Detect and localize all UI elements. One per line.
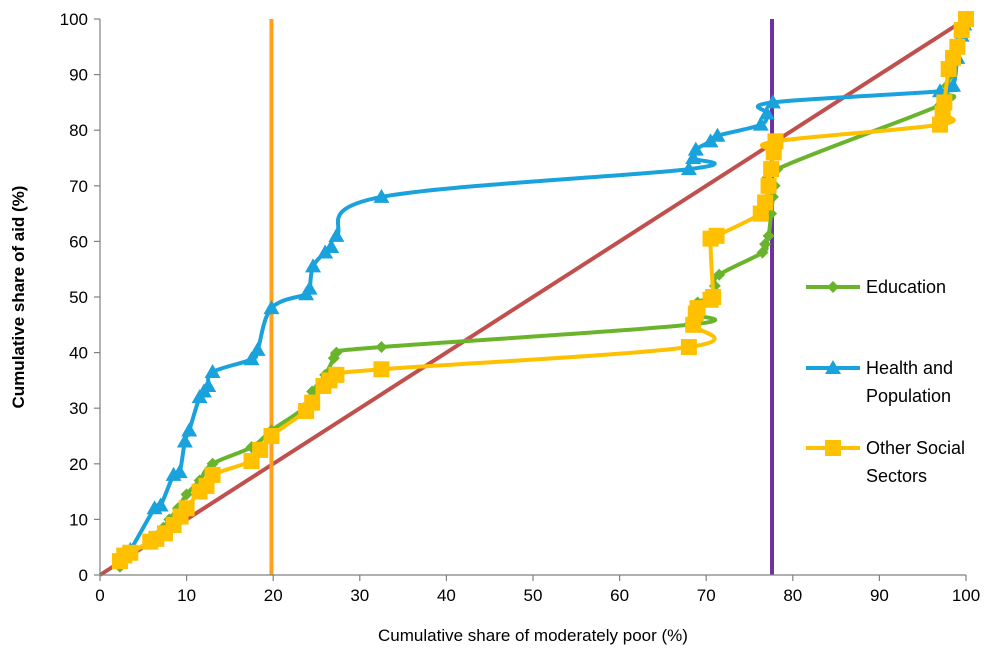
data-point-other-social-sectors: [263, 428, 280, 444]
legend-label: Health and: [866, 358, 953, 378]
data-point-other-social-sectors: [767, 133, 784, 150]
y-tick-label: 10: [69, 510, 88, 529]
data-point-health-and-population: [305, 258, 322, 273]
y-tick-label: 90: [69, 66, 88, 85]
data-point-health-and-population: [373, 188, 390, 203]
data-point-education: [713, 268, 726, 281]
data-point-education: [762, 229, 775, 242]
legend-swatch-marker: [827, 281, 839, 293]
data-point-other-social-sectors: [252, 441, 269, 458]
y-tick-label: 20: [69, 455, 88, 474]
data-point-health-and-population: [764, 94, 781, 109]
reference-lines: [98, 17, 968, 577]
y-tick-label: 40: [69, 344, 88, 363]
y-tick-label: 30: [69, 399, 88, 418]
data-point-other-social-sectors: [122, 544, 139, 561]
data-point-health-and-population: [323, 238, 340, 253]
x-tick-label: 40: [437, 586, 456, 605]
data-point-other-social-sectors: [689, 300, 706, 317]
data-point-health-and-population: [176, 433, 193, 448]
data-point-health-and-population: [243, 351, 260, 366]
data-point-other-social-sectors: [373, 361, 390, 378]
data-point-health-and-population: [249, 341, 266, 356]
x-axis-title: Cumulative share of moderately poor (%): [378, 626, 688, 645]
x-tick-label: 20: [264, 586, 283, 605]
legend-label: Education: [866, 277, 946, 297]
axes: 0 10 20 30 40 50 60 70 80 90 100 0 10 20 30 40 50 60 70 80 9…: [60, 10, 981, 605]
legend-label: Other Social: [866, 438, 965, 458]
legend-swatch-marker: [825, 440, 841, 456]
x-tick-label: 80: [783, 586, 802, 605]
legend-label: Population: [866, 386, 951, 406]
x-tick-label: 90: [870, 586, 889, 605]
legend-item-other-social-sectors: Other Social Sectors: [806, 438, 965, 486]
y-tick-label: 100: [60, 10, 88, 29]
y-axis-title: Cumulative share of aid (%): [9, 186, 28, 409]
data-point-other-social-sectors: [204, 466, 221, 483]
data-point-health-and-population: [181, 422, 198, 437]
data-point-health-and-population: [685, 150, 702, 164]
legend-item-health-and-population: Health and Population: [806, 358, 953, 406]
x-tick-label: 60: [610, 586, 629, 605]
data-point-health-and-population: [945, 77, 962, 92]
x-tick-label: 30: [350, 586, 369, 605]
data-point-health-and-population: [301, 280, 318, 295]
x-tick-label: 50: [524, 586, 543, 605]
data-point-other-social-sectors: [936, 94, 953, 111]
x-tick-label: 0: [95, 586, 104, 605]
data-point-other-social-sectors: [328, 366, 345, 383]
data-point-other-social-sectors: [763, 161, 780, 178]
data-point-other-social-sectors: [304, 394, 321, 411]
data-point-health-and-population: [752, 116, 769, 131]
data-point-other-social-sectors: [680, 339, 697, 356]
data-point-other-social-sectors: [708, 227, 725, 244]
data-point-other-social-sectors: [178, 500, 195, 517]
data-point-health-and-population: [687, 141, 704, 156]
x-tick-label: 100: [952, 586, 980, 605]
series-other-social-sectors: [111, 11, 974, 570]
y-tick-label: 70: [69, 177, 88, 196]
y-tick-label: 60: [69, 232, 88, 251]
data-point-other-social-sectors: [958, 11, 974, 27]
data-point-education: [180, 488, 193, 501]
y-tick-label: 50: [69, 288, 88, 307]
data-point-other-social-sectors: [705, 289, 722, 305]
data-point-health-and-population: [152, 497, 169, 512]
data-point-other-social-sectors: [757, 194, 774, 211]
legend: Education Health and Population Other Socia…: [806, 277, 965, 486]
data-point-health-and-population: [171, 464, 188, 479]
legend-label: Sectors: [866, 466, 927, 486]
data-point-education: [375, 341, 388, 354]
legend-swatch-marker: [825, 360, 841, 374]
data-point-health-and-population: [328, 227, 345, 242]
data-point-health-and-population: [200, 377, 217, 392]
y-tick-label: 0: [79, 566, 88, 585]
data-point-other-social-sectors: [949, 38, 966, 55]
data-point-health-and-population: [709, 127, 726, 142]
x-tick-label: 10: [177, 586, 196, 605]
equality-line: [98, 17, 968, 577]
data-point-health-and-population: [263, 300, 280, 315]
data-point-health-and-population: [204, 364, 221, 379]
data-point-education: [330, 346, 343, 359]
data-point-education: [206, 457, 219, 470]
data-point-health-and-population: [680, 161, 697, 176]
series-layer: [111, 11, 974, 573]
legend-item-education: Education: [806, 277, 946, 297]
x-tick-label: 70: [697, 586, 716, 605]
y-tick-label: 80: [69, 121, 88, 140]
data-point-health-and-population: [758, 105, 775, 120]
data-point-other-social-sectors: [760, 177, 777, 194]
